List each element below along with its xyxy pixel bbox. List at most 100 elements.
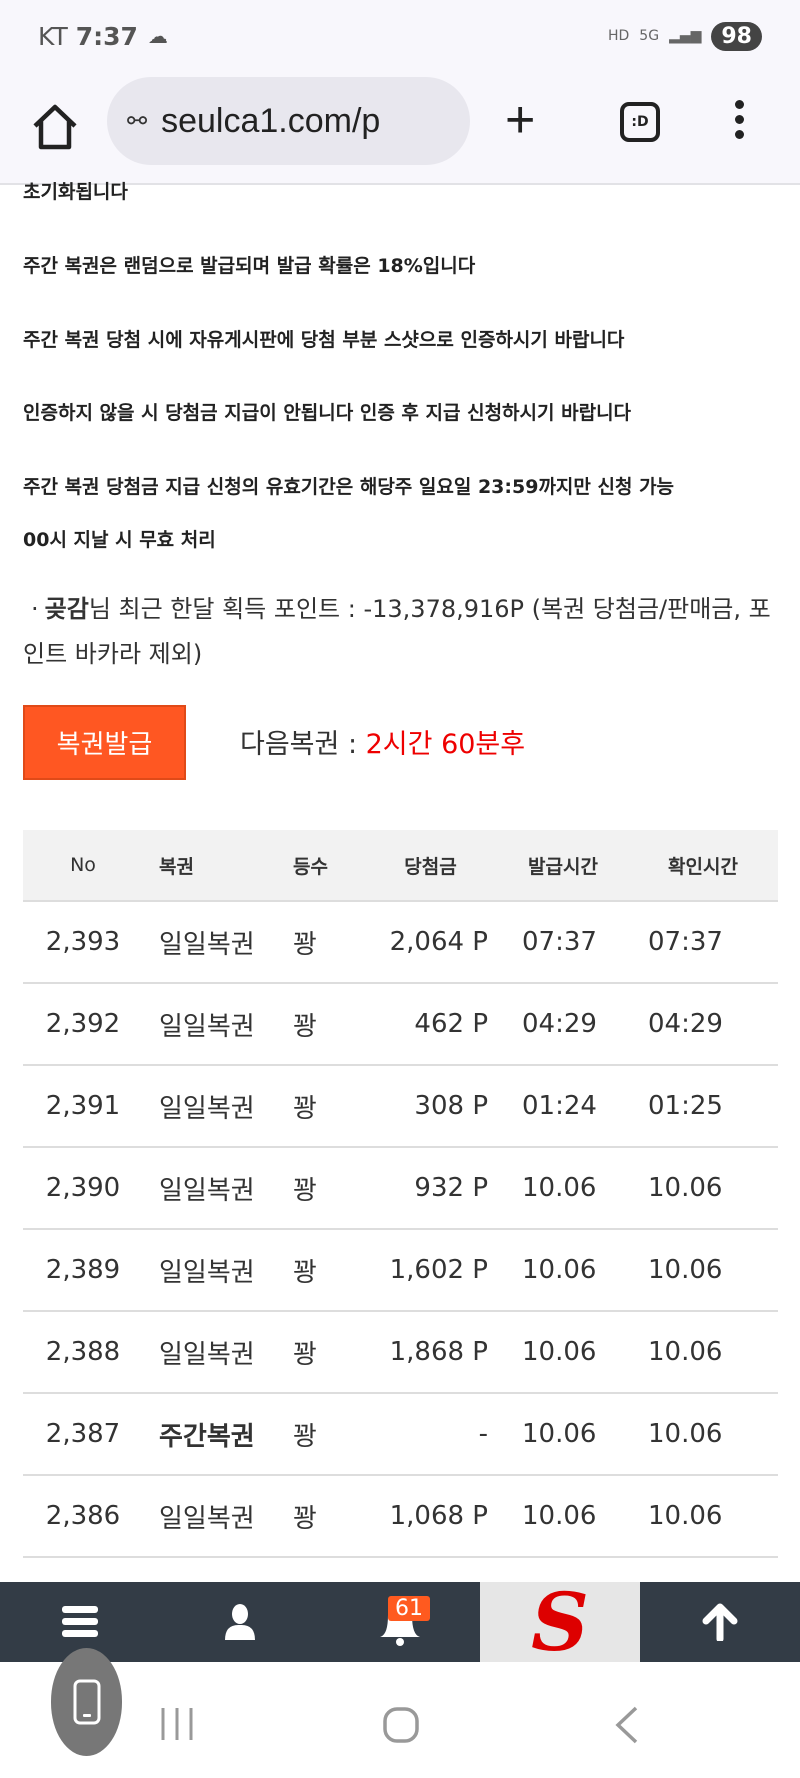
home-icon[interactable]	[30, 102, 80, 152]
row-rank: 꽝	[293, 1475, 363, 1558]
row-rank: 꽝	[293, 1147, 363, 1230]
row-rank: 꽝	[293, 1065, 363, 1148]
row-rank: 꽝	[293, 1393, 363, 1476]
site-settings-icon[interactable]: ⚯	[127, 107, 148, 135]
address-bar[interactable]: ⚯ seulca1.com/p	[107, 77, 470, 165]
notice-line: 주간 복권 당첨 시에 자유게시판에 당첨 부분 스샷으로 인증하시기 바랍니다	[23, 329, 625, 351]
notice-line: 주간 복권은 랜덤으로 발급되며 발급 확률은 18%입니다	[23, 255, 476, 277]
more-menu-icon[interactable]	[735, 100, 747, 145]
new-tab-icon[interactable]: +	[505, 91, 536, 149]
table-row: 2,393 일일복권 꽝 2,064 P 07:37 07:37	[23, 901, 778, 984]
col-no: No	[23, 830, 143, 902]
menu-button[interactable]	[0, 1582, 160, 1662]
row-prize: 932 P	[363, 1147, 498, 1230]
tab-switcher-button[interactable]: :D	[620, 102, 660, 142]
row-no: 2,393	[23, 901, 143, 984]
row-issued: 10.06	[498, 1311, 628, 1394]
row-lottery: 일일복권	[143, 1475, 293, 1558]
arrow-up-icon	[702, 1603, 738, 1641]
5g-icon: 5G	[639, 28, 660, 44]
notification-badge: 61	[388, 1596, 430, 1621]
table-row: 2,388 일일복권 꽝 1,868 P 10.06 10.06	[23, 1311, 778, 1394]
row-issued: 10.06	[498, 1393, 628, 1476]
row-prize: 462 P	[363, 983, 498, 1066]
row-checked: 10.06	[628, 1311, 778, 1394]
row-lottery: 일일복권	[143, 1229, 293, 1312]
row-lottery: 일일복권	[143, 1147, 293, 1230]
row-rank: 꽝	[293, 1311, 363, 1394]
row-checked: 10.06	[628, 1393, 778, 1476]
row-issued: 07:37	[498, 901, 628, 984]
carrier: KT	[38, 21, 68, 51]
username: 곶감	[44, 595, 89, 623]
status-bar: KT 7:37 ☁ HD 5G ▂▄▆ 98	[0, 0, 800, 72]
home-nav-icon[interactable]	[382, 1706, 420, 1744]
row-checked: 10.06	[628, 1229, 778, 1312]
back-icon[interactable]	[612, 1706, 642, 1744]
issue-lottery-button[interactable]: 복권발급	[23, 705, 186, 780]
user-icon	[225, 1604, 255, 1640]
row-no: 2,387	[23, 1393, 143, 1476]
row-checked: 04:29	[628, 983, 778, 1066]
row-prize: 1,868 P	[363, 1311, 498, 1394]
clock: 7:37	[75, 21, 138, 51]
row-prize: 1,068 P	[363, 1475, 498, 1558]
hd-voice-icon: HD	[607, 28, 630, 44]
notifications-button[interactable]: 61	[320, 1582, 480, 1662]
row-no: 2,392	[23, 983, 143, 1066]
next-lottery-countdown: 2시간 60분후	[365, 729, 526, 760]
url-text: seulca1.com/p	[161, 101, 381, 140]
logo-image: S	[531, 1575, 589, 1669]
row-prize: 2,064 P	[363, 901, 498, 984]
browser-toolbar: ⚯ seulca1.com/p + :D	[0, 72, 800, 185]
row-lottery: 일일복권	[143, 1311, 293, 1394]
table-row: 2,390 일일복권 꽝 932 P 10.06 10.06	[23, 1147, 778, 1230]
col-checked: 확인시간	[628, 830, 778, 902]
row-no: 2,386	[23, 1475, 143, 1558]
signal-icon: ▂▄▆	[669, 28, 702, 44]
row-prize: 308 P	[363, 1065, 498, 1148]
col-lottery: 복권	[143, 830, 293, 902]
row-no: 2,389	[23, 1229, 143, 1312]
row-issued: 10.06	[498, 1147, 628, 1230]
row-lottery: 일일복권	[143, 1065, 293, 1148]
lottery-table: No 복권 등수 당첨금 발급시간 확인시간 2,393 일일복권 꽝 2,064 P…	[23, 830, 778, 1558]
notice-line: 인증하지 않을 시 당첨금 지급이 안됩니다 인증 후 지급 신청하시기 바랍니…	[23, 402, 632, 424]
recent-apps-icon[interactable]	[160, 1706, 194, 1742]
col-issued: 발급시간	[498, 830, 628, 902]
row-lottery: 주간복권	[143, 1393, 293, 1476]
row-lottery: 일일복권	[143, 901, 293, 984]
system-nav-bar	[0, 1648, 800, 1778]
row-rank: 꽝	[293, 983, 363, 1066]
row-checked: 10.06	[628, 1147, 778, 1230]
next-lottery: 다음복권 : 2시간 60분후	[240, 729, 526, 760]
row-no: 2,388	[23, 1311, 143, 1394]
row-issued: 10.06	[498, 1229, 628, 1312]
row-checked: 01:25	[628, 1065, 778, 1148]
notice-line: 초기화됩니다	[23, 181, 128, 203]
row-checked: 10.06	[628, 1475, 778, 1558]
floating-phone-button[interactable]	[51, 1648, 122, 1756]
col-rank: 등수	[293, 830, 363, 902]
row-prize: 1,602 P	[363, 1229, 498, 1312]
table-row: 2,386 일일복권 꽝 1,068 P 10.06 10.06	[23, 1475, 778, 1558]
profile-button[interactable]	[160, 1582, 320, 1662]
col-prize: 당첨금	[363, 830, 498, 902]
table-row: 2,392 일일복권 꽝 462 P 04:29 04:29	[23, 983, 778, 1066]
row-rank: 꽝	[293, 901, 363, 984]
row-checked: 07:37	[628, 901, 778, 984]
bottom-nav: 61 S	[0, 1582, 800, 1662]
row-no: 2,391	[23, 1065, 143, 1148]
scroll-top-button[interactable]	[640, 1582, 800, 1662]
monthly-points: · 곶감님 최근 한달 획득 포인트 : -13,378,916P (복권 당첨금…	[23, 595, 771, 668]
row-issued: 01:24	[498, 1065, 628, 1148]
hamburger-icon	[62, 1606, 98, 1637]
site-logo[interactable]: S	[480, 1582, 640, 1662]
weather-cloud-sun-icon: ☁	[147, 24, 168, 48]
row-lottery: 일일복권	[143, 983, 293, 1066]
notice-line: 00시 지날 시 무효 처리	[23, 529, 216, 551]
battery-icon: 98	[711, 21, 762, 51]
table-row: 2,391 일일복권 꽝 308 P 01:24 01:25	[23, 1065, 778, 1148]
row-rank: 꽝	[293, 1229, 363, 1312]
table-row: 2,387 주간복권 꽝 -10.06 10.06	[23, 1393, 778, 1476]
